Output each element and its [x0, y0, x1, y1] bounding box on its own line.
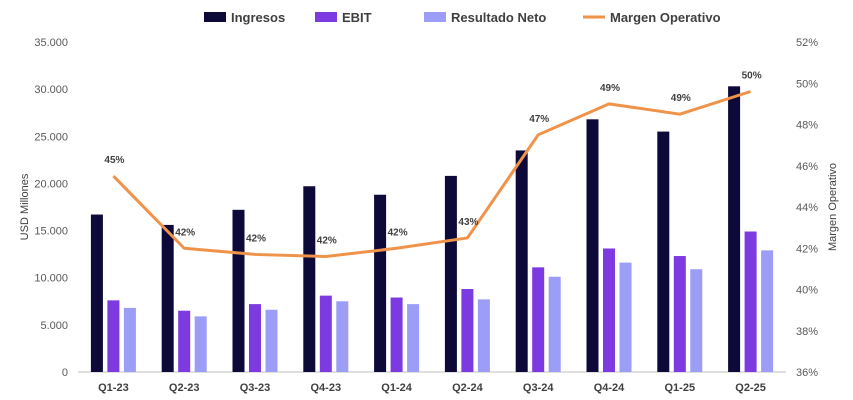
y-tick-right: 48% — [796, 120, 818, 132]
x-category-label: Q2-25 — [735, 382, 766, 394]
bar-ebit — [107, 300, 120, 372]
y-tick-left: 30.000 — [34, 84, 68, 96]
bar-resultado-neto — [123, 307, 136, 372]
legend-label: EBIT — [342, 10, 372, 25]
bar-ingresos — [657, 131, 670, 372]
bar-ingresos — [444, 175, 457, 372]
bar-ebit — [249, 304, 261, 372]
y-tick-right: 42% — [796, 243, 818, 255]
bar-resultado-neto — [336, 301, 349, 372]
legend-swatch — [204, 12, 226, 22]
y-tick-left: 5.000 — [40, 320, 68, 332]
x-category-label: Q1-25 — [665, 382, 696, 394]
margin-data-label: 50% — [742, 71, 762, 82]
y-tick-left: 0 — [62, 367, 68, 379]
bar-ingresos — [90, 214, 103, 372]
y-tick-left: 35.000 — [34, 37, 68, 49]
y-axis-right-title: Margen Operativo — [827, 163, 839, 251]
margin-data-label: 45% — [104, 155, 124, 166]
x-category-label: Q3-24 — [523, 382, 554, 394]
bar-ebit — [532, 267, 545, 372]
bar-ingresos — [161, 224, 174, 372]
bar-ebit — [319, 295, 332, 372]
margin-data-label: 42% — [388, 227, 408, 238]
bar-resultado-neto — [690, 269, 703, 372]
bar-resultado-neto — [194, 316, 207, 372]
y-axis-left: 0 5.000 10.000 15.000 20.000 25.000 30.000 35.0… — [34, 37, 68, 379]
legend-label: Resultado Neto — [451, 10, 546, 25]
y-tick-right: 52% — [796, 37, 818, 49]
y-tick-right: 36% — [796, 367, 818, 379]
x-category-label: Q2-23 — [169, 382, 200, 394]
y-tick-right: 38% — [796, 326, 818, 338]
bar-ingresos — [728, 86, 741, 373]
bar-ebit — [461, 289, 474, 372]
legend-label: Margen Operativo — [610, 10, 721, 25]
y-tick-left: 25.000 — [34, 131, 68, 143]
y-tick-left: 15.000 — [34, 226, 68, 238]
x-category-label: Q1-24 — [381, 382, 412, 394]
bar-ebit — [390, 297, 403, 372]
bar-ingresos — [374, 194, 387, 372]
y-tick-left: 20.000 — [34, 178, 68, 190]
bar-resultado-neto — [761, 250, 774, 372]
legend-swatch — [315, 12, 337, 22]
y-tick-right: 46% — [796, 161, 818, 173]
margin-data-label: 42% — [246, 233, 266, 244]
bar-ebit — [603, 248, 615, 372]
y-tick-right: 50% — [796, 78, 818, 90]
line-series: 45% 42% 42% 42% 42% 43% 47% 49% 49% 50% — [104, 71, 762, 258]
x-category-label: Q2-24 — [452, 382, 483, 394]
margin-data-label: 43% — [458, 217, 478, 228]
bar-resultado-neto — [619, 262, 632, 372]
bar-resultado-neto — [477, 299, 490, 372]
x-axis-categories: Q1-23 Q2-23 Q3-23 Q4-23 Q1-24 Q2-24 Q3-24 Q4-24… — [98, 382, 766, 394]
bar-resultado-neto — [265, 309, 278, 372]
margin-data-label: 42% — [175, 227, 195, 238]
margin-data-label: 49% — [671, 93, 691, 104]
x-category-label: Q3-23 — [240, 382, 271, 394]
margin-data-label: 49% — [600, 83, 620, 94]
bar-ingresos — [232, 209, 245, 372]
bar-ingresos — [303, 186, 316, 372]
legend: Ingresos EBIT Resultado Neto Margen Operati… — [204, 10, 721, 25]
bars — [90, 86, 774, 373]
bar-ebit — [178, 310, 191, 372]
x-category-label: Q1-23 — [98, 382, 129, 394]
x-category-label: Q4-24 — [594, 382, 625, 394]
bar-resultado-neto — [407, 304, 420, 372]
bar-ingresos — [586, 119, 599, 372]
bar-ingresos — [515, 150, 528, 372]
x-category-label: Q4-23 — [311, 382, 342, 394]
bar-ebit — [673, 256, 686, 372]
margin-data-label: 42% — [317, 236, 337, 247]
y-tick-right: 44% — [796, 202, 818, 214]
legend-swatch — [424, 12, 446, 22]
margin-line — [112, 90, 752, 258]
bar-resultado-neto — [548, 276, 561, 372]
y-tick-left: 10.000 — [34, 273, 68, 285]
y-axis-right: 36% 38% 40% 42% 44% 46% 48% 50% 52% — [796, 37, 818, 379]
bar-ebit — [744, 231, 757, 372]
margin-data-label: 47% — [529, 114, 549, 125]
y-axis-left-title: USD Millones — [19, 173, 31, 240]
legend-label: Ingresos — [231, 10, 285, 25]
y-tick-right: 40% — [796, 285, 818, 297]
